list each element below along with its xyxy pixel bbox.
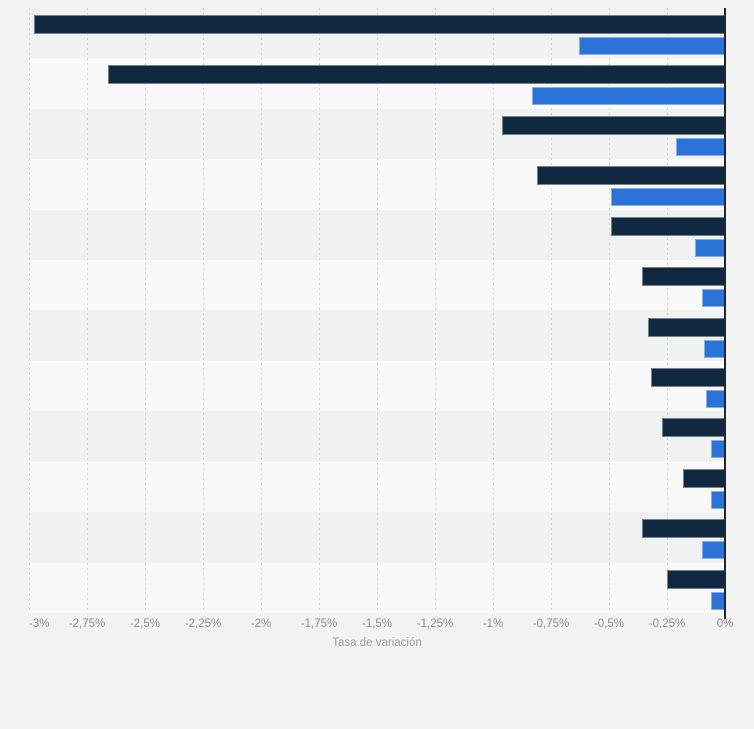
grid-line: [609, 8, 610, 613]
x-tick-label: -0,75%: [532, 618, 570, 630]
grid-line: [435, 8, 436, 613]
dark-navy-series-bar-10[interactable]: [683, 468, 725, 488]
blue-series-bar-1[interactable]: [578, 37, 725, 55]
x-tick-label: -2,75%: [68, 618, 106, 630]
x-tick-label: -2,5%: [129, 618, 161, 630]
grid-line: [145, 8, 146, 613]
blue-series-bar-6[interactable]: [701, 289, 725, 308]
grid-line: [29, 8, 30, 613]
dark-navy-series-bar-4[interactable]: [537, 166, 725, 186]
x-tick-label: -1,25%: [416, 618, 454, 630]
plot-area: [29, 8, 726, 619]
dark-navy-series-bar-9[interactable]: [662, 418, 725, 438]
dark-navy-series-bar-2[interactable]: [107, 65, 725, 85]
blue-series-bar-8[interactable]: [706, 389, 725, 408]
blue-series-bar-5[interactable]: [694, 238, 725, 257]
x-tick-label: -3%: [29, 618, 50, 630]
x-tick-label: -2,25%: [184, 618, 222, 630]
grid-line: [87, 8, 88, 613]
x-tick-label: -1,5%: [361, 618, 393, 630]
blue-series-bar-11[interactable]: [701, 541, 725, 560]
dark-navy-series-bar-5[interactable]: [611, 216, 725, 236]
dark-navy-series-bar-12[interactable]: [667, 569, 725, 589]
grid-line: [667, 8, 668, 613]
x-tick-label: -0,5%: [593, 618, 625, 630]
grid-line: [377, 8, 378, 613]
grid-line: [493, 8, 494, 613]
x-axis-ticks: -3% -2,75% -2,5% -2,25% -2% -1,75% -1,5% -1,25%…: [0, 618, 754, 632]
grid-line: [203, 8, 204, 613]
blue-series-bar-2[interactable]: [532, 87, 725, 106]
dark-navy-series-bar-6[interactable]: [641, 267, 725, 287]
blue-series-bar-7[interactable]: [704, 339, 725, 358]
dark-navy-series-bar-3[interactable]: [502, 115, 725, 135]
x-tick-label: 0%: [716, 618, 734, 630]
dark-navy-series-bar-7[interactable]: [648, 317, 725, 337]
grid-line: [551, 8, 552, 613]
blue-series-bar-12[interactable]: [711, 591, 725, 610]
grid-line: [319, 8, 320, 613]
x-tick-label: -1%: [482, 618, 504, 630]
dark-navy-series-bar-1[interactable]: [33, 15, 725, 34]
x-tick-label: -1,75%: [300, 618, 338, 630]
x-axis-title: Tasa de variación: [332, 637, 422, 649]
blue-series-bar-4[interactable]: [611, 188, 725, 207]
dark-navy-series-bar-11[interactable]: [641, 519, 725, 539]
blue-series-bar-9[interactable]: [711, 440, 725, 459]
x-tick-label: -2%: [250, 618, 272, 630]
zero-axis-line: [724, 8, 726, 619]
x-tick-label: -0,25%: [648, 618, 686, 630]
blue-series-bar-3[interactable]: [676, 137, 725, 156]
grid-line: [261, 8, 262, 613]
dark-navy-series-bar-8[interactable]: [650, 367, 725, 387]
blue-series-bar-10[interactable]: [711, 490, 725, 509]
